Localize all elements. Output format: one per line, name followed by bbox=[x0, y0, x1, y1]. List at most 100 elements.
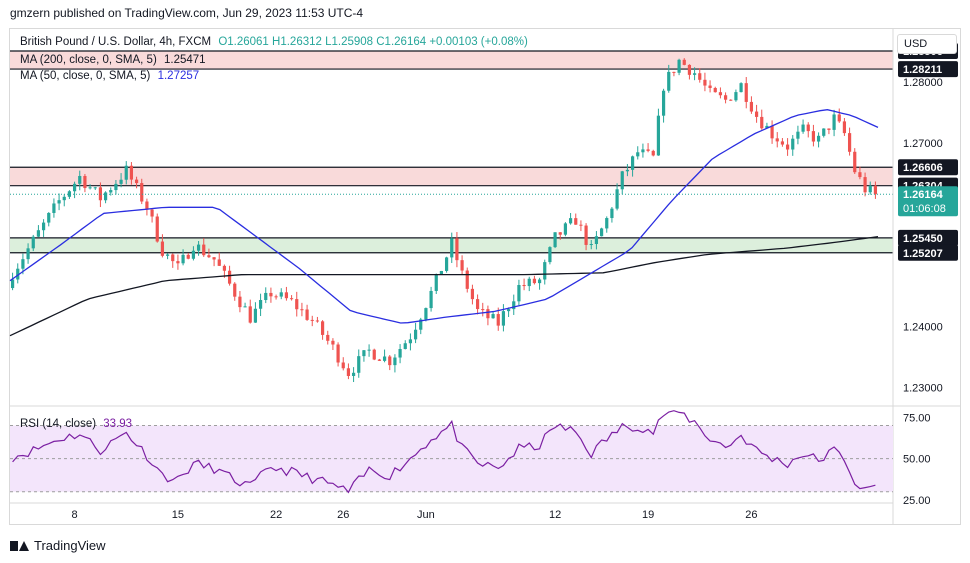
candle-body-111 bbox=[584, 225, 588, 245]
candle-body-89 bbox=[470, 288, 475, 300]
candle-body-47 bbox=[253, 308, 258, 323]
candle-body-101 bbox=[532, 278, 537, 284]
candle-body-31 bbox=[171, 254, 175, 262]
candle-body-23 bbox=[129, 165, 134, 180]
candle-body-34 bbox=[186, 254, 190, 259]
candle-body-13 bbox=[78, 175, 82, 184]
candle-body-122 bbox=[641, 149, 645, 153]
time-tick-label-1: 15 bbox=[172, 509, 184, 521]
candle-body-4 bbox=[31, 236, 35, 249]
symbol-name[interactable]: British Pound / U.S. Dollar, 4h, FXCM bbox=[20, 36, 212, 48]
candle-body-25 bbox=[140, 183, 144, 202]
candle-body-53 bbox=[284, 292, 289, 299]
candle-body-157 bbox=[822, 128, 826, 136]
currency-selector[interactable]: USD bbox=[897, 34, 957, 54]
candle-body-127 bbox=[667, 71, 671, 91]
candle-body-161 bbox=[842, 121, 847, 134]
candle-body-130 bbox=[682, 59, 686, 65]
candle-body-58 bbox=[310, 319, 314, 321]
zone-resistance-0 bbox=[10, 51, 893, 70]
rsi-line bbox=[12, 410, 876, 494]
candle-body-63 bbox=[336, 344, 340, 363]
candle-body-126 bbox=[661, 90, 666, 116]
candle-body-59 bbox=[315, 320, 320, 322]
time-tick-label-5: 12 bbox=[549, 509, 561, 521]
footer-brand: TradingView bbox=[10, 538, 106, 553]
candle-body-109 bbox=[574, 218, 578, 225]
candle-body-93 bbox=[491, 314, 495, 319]
candle-body-140 bbox=[734, 92, 738, 101]
candle-body-5 bbox=[36, 230, 41, 237]
rsi-value: 33.93 bbox=[103, 418, 133, 430]
level-label-4: 1.25450 bbox=[903, 233, 943, 245]
ma50-line bbox=[9, 109, 879, 324]
candle-body-18 bbox=[103, 192, 108, 201]
candle-body-41 bbox=[222, 265, 227, 271]
level-label-5: 1.25207 bbox=[903, 248, 943, 260]
legend-ma200-row[interactable]: MA (200, close, 0, SMA, 5) 1.25471 bbox=[20, 54, 206, 66]
candle-body-56 bbox=[300, 309, 304, 311]
candle-body-123 bbox=[646, 149, 650, 151]
candle-body-107 bbox=[563, 223, 568, 235]
rsi-tick-label-0: 75.00 bbox=[903, 412, 931, 424]
candle-body-103 bbox=[543, 262, 547, 280]
candle-body-121 bbox=[636, 152, 640, 157]
ma200-label: MA (200, close, 0, SMA, 5) bbox=[20, 54, 157, 66]
legend-ma50-row[interactable]: MA (50, close, 0, SMA, 5) 1.27257 bbox=[20, 70, 199, 82]
candle-body-155 bbox=[811, 131, 816, 142]
legend-rsi-row[interactable]: RSI (14, close) 33.93 bbox=[20, 418, 132, 430]
tradingview-logo-icon bbox=[10, 540, 29, 551]
ma50-value: 1.27257 bbox=[157, 70, 200, 82]
candle-body-32 bbox=[176, 261, 180, 264]
candle-body-42 bbox=[227, 270, 232, 284]
candle-body-162 bbox=[847, 133, 852, 152]
candle-body-148 bbox=[775, 138, 779, 142]
candle-body-62 bbox=[331, 340, 335, 345]
publisher-line: gmzern published on TradingView.com, Jun… bbox=[10, 6, 364, 20]
level-label-box-4 bbox=[898, 229, 958, 246]
candle-body-132 bbox=[692, 73, 697, 75]
candle-body-14 bbox=[83, 175, 87, 189]
candle-body-152 bbox=[796, 131, 800, 139]
candle-body-61 bbox=[326, 334, 330, 341]
candle-body-39 bbox=[212, 257, 216, 260]
candle-body-28 bbox=[155, 216, 159, 242]
candle-body-133 bbox=[698, 73, 702, 80]
candle-body-147 bbox=[770, 125, 774, 139]
candle-body-66 bbox=[351, 372, 356, 376]
candle-body-38 bbox=[207, 255, 211, 258]
last-price-box bbox=[898, 186, 958, 217]
candle-body-52 bbox=[279, 292, 283, 297]
rsi-band-fill bbox=[10, 425, 893, 492]
time-tick-label-6: 19 bbox=[642, 509, 654, 521]
candle-body-143 bbox=[749, 101, 754, 112]
level-label-box-1 bbox=[898, 61, 958, 78]
candle-body-65 bbox=[346, 368, 351, 376]
candle-body-94 bbox=[496, 314, 500, 326]
candle-body-27 bbox=[150, 209, 154, 217]
candle-body-51 bbox=[274, 296, 278, 298]
ma200-line bbox=[9, 235, 879, 337]
candle-body-112 bbox=[589, 244, 593, 246]
candle-body-134 bbox=[703, 79, 707, 86]
candle-body-24 bbox=[134, 179, 139, 184]
candle-body-92 bbox=[486, 309, 490, 319]
candle-body-125 bbox=[656, 115, 661, 156]
level-label-box-2 bbox=[898, 159, 958, 176]
price-tick-label-0: 1.28000 bbox=[903, 77, 943, 89]
candle-body-86 bbox=[455, 238, 459, 261]
candle-body-146 bbox=[765, 125, 769, 129]
time-tick-label-2: 22 bbox=[270, 509, 282, 521]
time-tick-label-4: Jun bbox=[417, 509, 435, 521]
candle-body-153 bbox=[801, 124, 805, 132]
ma50-label: MA (50, close, 0, SMA, 5) bbox=[20, 70, 151, 82]
candle-body-76 bbox=[403, 343, 407, 350]
candle-body-83 bbox=[439, 270, 444, 275]
candle-body-22 bbox=[124, 165, 128, 180]
candle-body-113 bbox=[594, 236, 599, 245]
candle-body-151 bbox=[791, 138, 795, 150]
rsi-label: RSI (14, close) bbox=[20, 418, 97, 430]
candle-countdown-label: 01:06:08 bbox=[903, 203, 946, 215]
candle-body-150 bbox=[785, 144, 790, 150]
